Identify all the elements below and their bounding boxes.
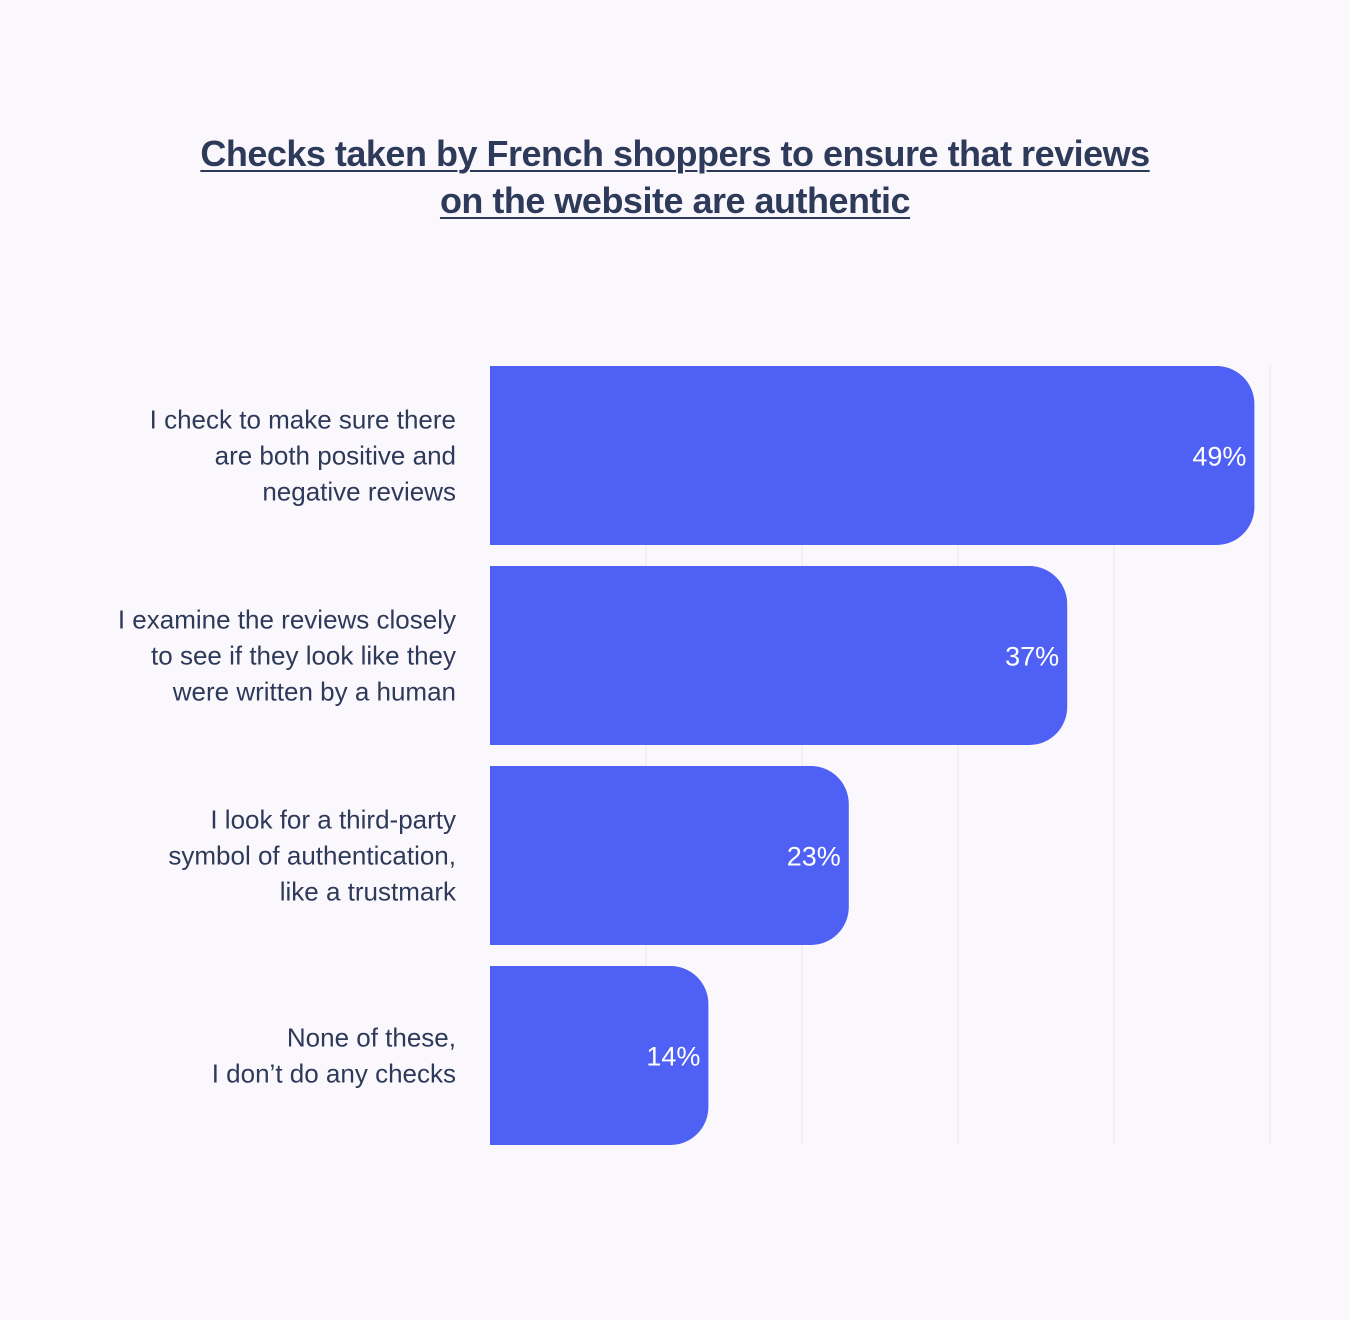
category-label: I examine the reviews closely	[118, 605, 456, 635]
chart-title-line-1: Checks taken by French shoppers to ensur…	[200, 133, 1150, 174]
value-label: 37%	[1005, 642, 1059, 672]
category-label: like a trustmark	[280, 877, 457, 907]
category-labels: I check to make sure there are both posit…	[118, 405, 457, 1089]
category-label: negative reviews	[262, 477, 456, 507]
bar	[490, 566, 1068, 745]
category-label: to see if they look like they	[151, 641, 456, 671]
value-label: 14%	[646, 1042, 700, 1072]
bars: 49% 37% 23% 14%	[490, 366, 1255, 1145]
category-label: None of these,	[287, 1023, 456, 1053]
bar	[490, 766, 849, 945]
value-label: 49%	[1192, 442, 1246, 472]
value-label: 23%	[787, 842, 841, 872]
category-label: are both positive and	[215, 441, 456, 471]
category-label: I check to make sure there	[150, 405, 456, 435]
bar	[490, 366, 1255, 545]
category-label: I look for a third-party	[210, 805, 456, 835]
bar	[490, 966, 709, 1145]
category-label: symbol of authentication,	[168, 841, 456, 871]
category-label: were written by a human	[172, 677, 456, 707]
chart-title-line-2: on the website are authentic	[439, 180, 911, 221]
chart-title: Checks taken by French shoppers to ensur…	[0, 130, 1350, 224]
category-label: I don’t do any checks	[212, 1059, 456, 1089]
